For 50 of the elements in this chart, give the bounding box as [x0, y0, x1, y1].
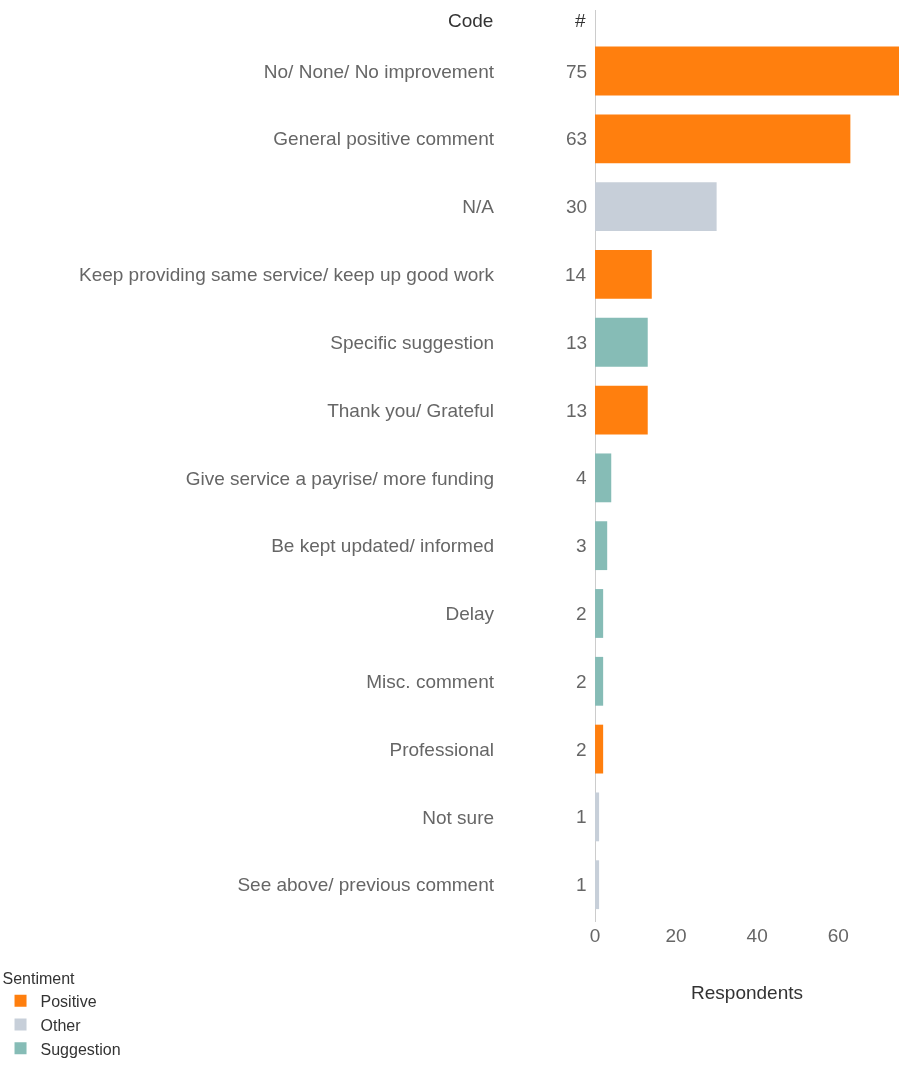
x-tick-label: 40 — [746, 925, 768, 946]
bar — [595, 860, 600, 910]
bar — [595, 250, 652, 299]
bar — [595, 182, 717, 232]
text: Code — [448, 10, 494, 31]
x-tick-label: 20 — [665, 925, 687, 946]
y-tick-label: Be kept updated/ informed — [271, 535, 495, 557]
bar — [595, 589, 604, 638]
y-tick-label: Misc. comment — [366, 670, 495, 692]
legend-title: Sentiment — [2, 969, 76, 987]
data-label: 1 — [576, 874, 587, 895]
bar — [595, 656, 604, 706]
y-tick-label: Professional — [389, 738, 495, 760]
data-label: 63 — [566, 128, 588, 149]
legend-label: Other — [40, 1016, 82, 1034]
x-tick-label: 0 — [589, 925, 601, 946]
legend-label: Suggestion — [40, 1040, 121, 1058]
bar — [595, 724, 604, 774]
bar — [595, 453, 612, 503]
bar — [595, 46, 899, 96]
y-tick-label: Not sure — [422, 806, 495, 828]
bar — [595, 317, 648, 367]
y-tick-label: See above/ previous comment — [237, 874, 495, 896]
data-label: 1 — [576, 806, 587, 827]
y-tick-label: General positive comment — [273, 128, 495, 150]
bar — [595, 114, 851, 164]
y-tick-label: Keep providing same service/ keep up good work — [78, 264, 495, 286]
text: # — [575, 10, 586, 31]
data-label: 2 — [576, 739, 587, 760]
x-tick-label: 60 — [827, 925, 849, 946]
data-label: 2 — [576, 671, 587, 692]
data-label: 30 — [566, 196, 588, 217]
y-tick-label: Give service a payrise/ more funding — [185, 467, 495, 489]
data-label: 14 — [565, 264, 587, 285]
data-label: 13 — [566, 332, 588, 353]
legend-label: Positive — [40, 992, 97, 1010]
y-tick-label: Specific suggestion — [330, 331, 495, 353]
data-label: 13 — [566, 400, 588, 421]
data-label: 4 — [576, 467, 587, 488]
bar — [595, 385, 648, 435]
x-axis-title: Respondents — [691, 981, 803, 1003]
bar — [595, 521, 608, 571]
y-tick-label: No/ None/ No improvement — [263, 60, 495, 82]
data-label: 75 — [566, 61, 588, 82]
bar — [595, 792, 600, 842]
y-tick-label: Thank you/ Grateful — [327, 399, 495, 421]
y-tick-label: N/A — [462, 196, 495, 218]
y-tick-label: Delay — [445, 603, 495, 625]
data-label: 3 — [576, 535, 587, 556]
data-label: 2 — [576, 603, 587, 624]
